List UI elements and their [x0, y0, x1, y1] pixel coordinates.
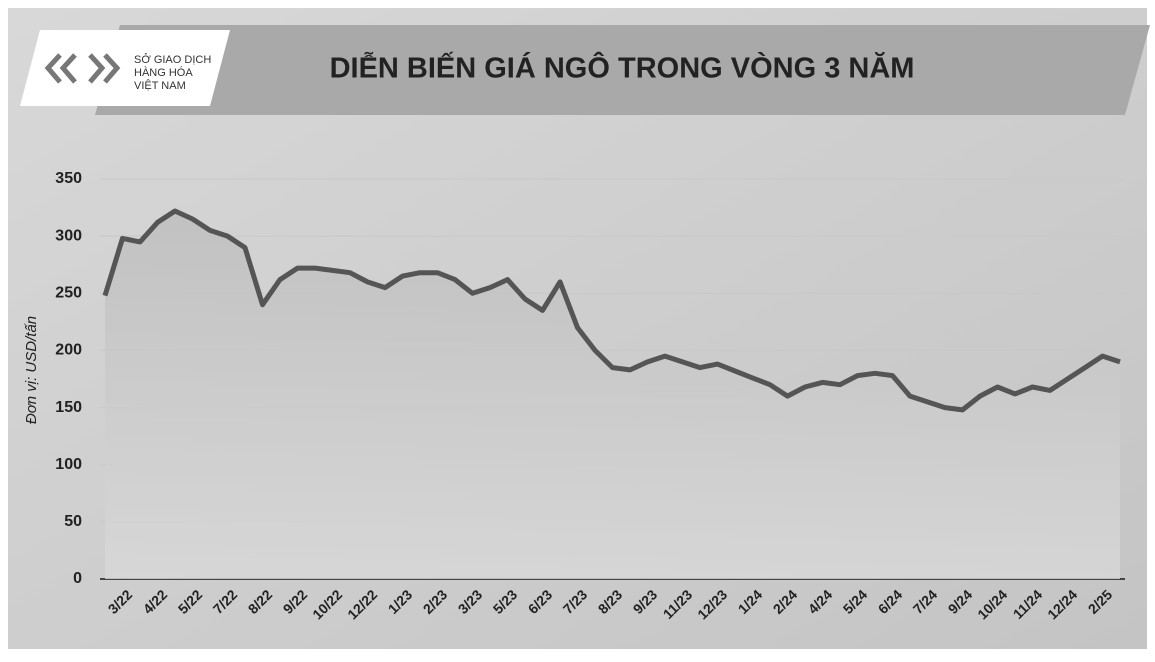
logo-box [20, 30, 230, 106]
y-tick-label: 150 [55, 399, 82, 416]
y-tick-label: 300 [55, 227, 82, 244]
y-tick-label: 250 [55, 285, 82, 302]
y-tick-label: 200 [55, 342, 82, 359]
y-tick-label: 100 [55, 456, 82, 473]
logo-text: HÀNG HÓA [134, 66, 193, 79]
y-tick-label: 350 [55, 170, 82, 187]
y-axis-label: Đơn vị: USD/tấn [23, 316, 40, 424]
y-tick-label: 0 [73, 570, 82, 587]
logo-text: SỞ GIAO DỊCH [134, 53, 211, 66]
y-tick-label: 50 [64, 513, 82, 530]
chart-title: DIỄN BIẾN GIÁ NGÔ TRONG VÒNG 3 NĂM [330, 51, 915, 85]
chart: SỞ GIAO DỊCH HÀNG HÓA VIỆT NAM DIỄN BIẾN… [0, 0, 1155, 657]
logo-text: VIỆT NAM [134, 79, 186, 92]
